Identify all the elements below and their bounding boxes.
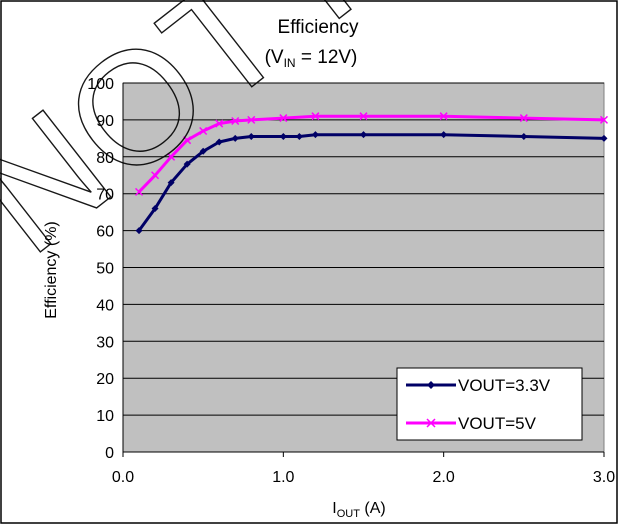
y-tick-label: 60 [96, 224, 114, 241]
data-point-series-0 [183, 160, 191, 168]
data-point-series-1 [135, 187, 144, 196]
series-layer [135, 112, 609, 235]
legend-marker-3v3 [427, 381, 435, 389]
y-tick-label: 40 [96, 297, 114, 314]
data-point-series-0 [520, 133, 528, 141]
data-point-series-1 [231, 116, 240, 126]
x-tick-label: 0.0 [112, 469, 134, 486]
x-tick-label: 1.0 [272, 469, 294, 486]
gridlines [122, 82, 605, 457]
data-point-series-0 [440, 131, 448, 139]
data-point-series-1 [599, 115, 609, 124]
y-tick-label: 20 [96, 371, 114, 388]
legend-marker-5v [426, 418, 436, 428]
y-tick-label: 100 [87, 76, 114, 93]
data-point-series-0 [167, 179, 175, 187]
data-point-series-1 [151, 171, 160, 180]
data-point-series-0 [360, 131, 367, 139]
data-point-series-0 [295, 133, 303, 141]
data-point-series-1 [167, 152, 176, 161]
data-point-series-1 [359, 112, 368, 121]
data-point-series-0 [311, 131, 319, 139]
data-point-series-1 [279, 114, 288, 123]
data-point-series-0 [231, 134, 239, 142]
y-tick-label: 70 [96, 187, 114, 204]
data-point-series-1 [311, 112, 320, 121]
data-point-series-0 [135, 227, 143, 235]
data-point-series-0 [279, 133, 287, 141]
x-label-subscript: OUT [337, 508, 361, 520]
data-point-series-1 [215, 119, 224, 128]
data-point-series-1 [247, 115, 256, 124]
data-point-series-1 [183, 136, 192, 145]
data-point-series-1 [519, 114, 528, 123]
data-point-series-1 [439, 112, 448, 121]
data-point-series-1 [199, 126, 208, 136]
data-point-series-0 [199, 147, 207, 155]
data-point-series-0 [151, 204, 159, 212]
x-tick-label: 2.0 [433, 469, 455, 486]
y-tick-label: 30 [96, 334, 114, 351]
subtitle-suffix: = 12V) [296, 47, 358, 68]
data-point-series-0 [600, 134, 608, 142]
y-tick-label: 90 [96, 113, 114, 130]
y-tick-label: 10 [96, 408, 114, 425]
y-tick-label: 80 [96, 150, 114, 167]
x-label-suffix: (A) [360, 500, 386, 517]
data-point-series-0 [215, 138, 223, 146]
legend-label-5v: VOUT=5V [458, 414, 537, 433]
legend-label-3v3: VOUT=3.3V [458, 376, 551, 395]
data-point-series-0 [247, 133, 255, 141]
y-axis-label: Efficiency (%) [43, 221, 60, 319]
subtitle-subscript: IN [284, 56, 296, 70]
legend: VOUT=3.3V VOUT=5V [396, 367, 583, 441]
chart-title: Efficiency [278, 17, 359, 38]
legend-box [396, 367, 583, 441]
subtitle-prefix: (V [265, 47, 284, 68]
y-tick-label: 50 [96, 261, 114, 278]
x-tick-label: 3.0 [593, 469, 615, 486]
y-tick-label: 0 [105, 445, 114, 462]
x-axis-label: IOUT (A) [332, 500, 385, 520]
y-tick-labels: 0 10 20 30 40 50 60 70 80 90 100 [87, 76, 114, 462]
chart-subtitle: (VIN = 12V) [265, 47, 358, 70]
x-label-main: I [332, 500, 336, 517]
x-tick-labels: 0.0 1.0 2.0 3.0 [112, 469, 615, 486]
